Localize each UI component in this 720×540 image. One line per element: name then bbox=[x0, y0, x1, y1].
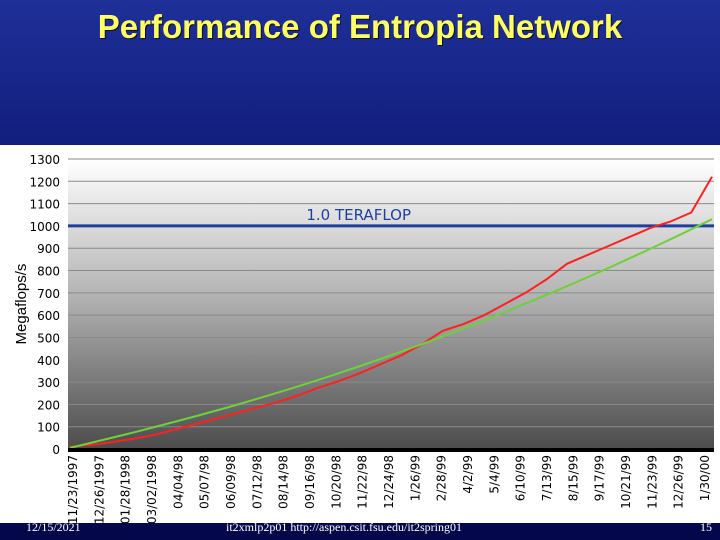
x-tick-label: 12/24/98 bbox=[382, 455, 396, 509]
page-number: 15 bbox=[700, 520, 712, 534]
x-tick-label: 6/10/99 bbox=[514, 455, 528, 501]
y-tick-label: 800 bbox=[37, 265, 60, 279]
footer-center-text: it2xmlp2p01 http://aspen.csit.fsu.edu/it… bbox=[226, 520, 462, 534]
plot-area bbox=[68, 159, 714, 449]
y-tick-label: 500 bbox=[37, 331, 60, 345]
x-tick-label: 2/28/99 bbox=[435, 455, 449, 501]
x-tick-label: 7/13/99 bbox=[540, 455, 554, 501]
x-tick-label: 06/09/98 bbox=[224, 455, 238, 509]
x-tick-label: 11/23/99 bbox=[645, 455, 659, 509]
y-tick-label: 1200 bbox=[29, 175, 60, 189]
x-tick-label: 5/4/99 bbox=[487, 455, 501, 494]
y-tick-label: 1300 bbox=[29, 153, 60, 167]
slide-title: Performance of Entropia Network bbox=[97, 8, 623, 45]
x-tick-label: 11/23/1997 bbox=[66, 455, 80, 523]
x-tick-label: 12/26/99 bbox=[672, 455, 686, 509]
y-tick-labels: 0 100 200 300 400 500 600 700 800 900 1000 1100 1200… bbox=[29, 153, 60, 457]
footer-date: 12/15/2021 bbox=[26, 520, 81, 534]
y-tick-label: 100 bbox=[37, 421, 60, 435]
x-tick-label: 05/07/98 bbox=[198, 455, 212, 509]
y-tick-label: 700 bbox=[37, 287, 60, 301]
y-tick-label: 0 bbox=[52, 443, 60, 457]
series-raw-line bbox=[69, 176, 713, 448]
series-trend-line bbox=[69, 218, 713, 449]
x-tick-label: 9/17/99 bbox=[593, 455, 607, 501]
x-tick-label: 10/21/99 bbox=[619, 455, 633, 509]
x-tick-label: 10/20/98 bbox=[329, 455, 343, 509]
x-tick-label: 03/02/1998 bbox=[145, 455, 159, 523]
x-tick-label: 07/12/98 bbox=[250, 455, 264, 509]
y-axis-label: Megaflops/s bbox=[13, 264, 30, 345]
teraflop-reference-label: 1.0 TERAFLOP bbox=[306, 206, 411, 224]
x-tick-label: 1/30/00 bbox=[698, 455, 712, 501]
x-tick-label: 04/04/98 bbox=[171, 455, 185, 509]
y-tick-label: 900 bbox=[37, 242, 60, 256]
y-tick-label: 400 bbox=[37, 354, 60, 368]
x-tick-label: 8/15/99 bbox=[566, 455, 580, 501]
x-tick-label: 1/26/99 bbox=[408, 455, 422, 501]
y-tick-label: 1100 bbox=[29, 198, 60, 212]
x-tick-label: 12/26/1997 bbox=[92, 455, 106, 523]
y-tick-label: 200 bbox=[37, 398, 60, 412]
x-tick-label: 09/16/98 bbox=[303, 455, 317, 509]
performance-chart: 0 100 200 300 400 500 600 700 800 900 1000 1100 1200… bbox=[0, 145, 720, 523]
x-tick-label: 4/2/99 bbox=[461, 455, 475, 494]
y-tick-label: 600 bbox=[37, 309, 60, 323]
x-tick-label: 11/22/98 bbox=[356, 455, 370, 509]
y-tick-label: 300 bbox=[37, 376, 60, 390]
x-tick-label: 01/28/1998 bbox=[119, 455, 133, 523]
y-tick-label: 1000 bbox=[29, 220, 60, 234]
x-tick-labels: 11/23/1997 12/26/1997 01/28/1998 03/02/1998… bbox=[66, 455, 712, 523]
x-tick-label: 08/14/98 bbox=[277, 455, 291, 509]
chart-area: 0 100 200 300 400 500 600 700 800 900 1000 1100 1200… bbox=[0, 145, 720, 523]
